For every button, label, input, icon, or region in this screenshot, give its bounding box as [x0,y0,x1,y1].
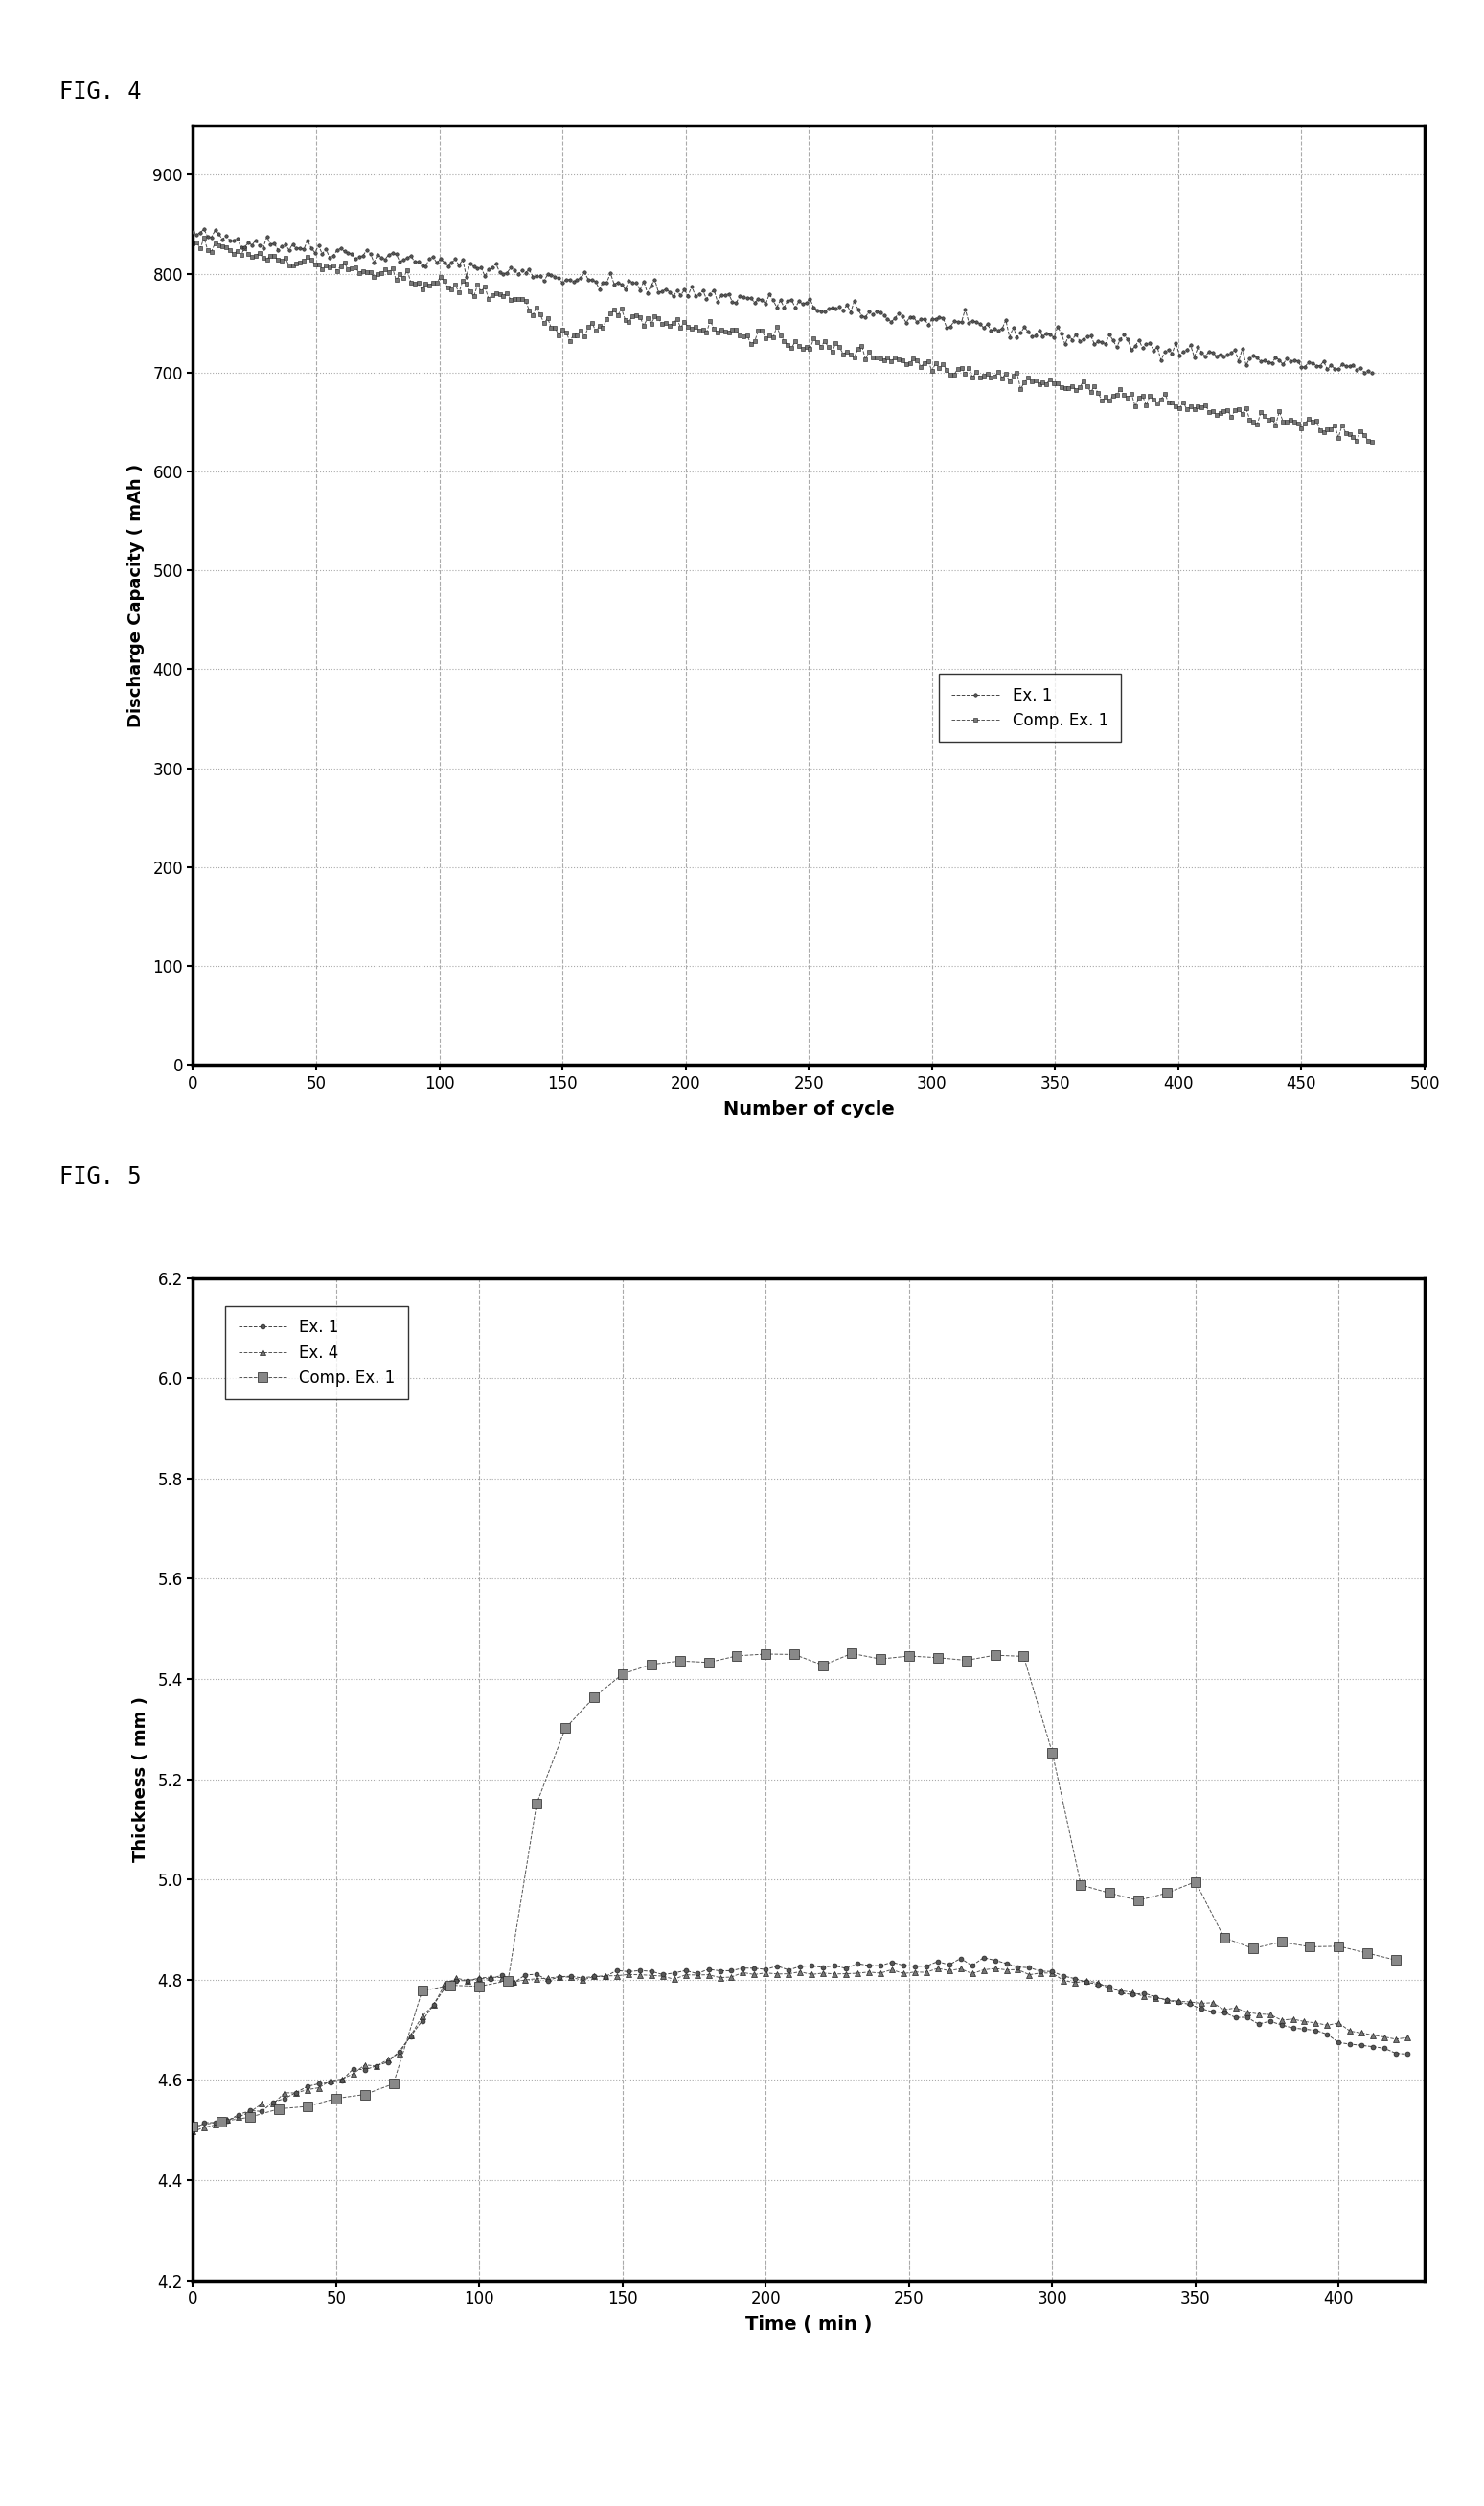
X-axis label: Time ( min ): Time ( min ) [745,2316,873,2333]
Ex. 4 [1398,2022,1416,2052]
Comp. Ex. 1 [528,1789,546,1819]
Legend: Ex. 1, Ex. 4, Comp. Ex. 1: Ex. 1, Ex. 4, Comp. Ex. 1 [226,1306,408,1398]
Comp. Ex. 1 [384,2070,402,2100]
Text: FIG. 4: FIG. 4 [59,80,141,103]
Comp. Ex. 1 [1020,363,1037,393]
Comp. Ex. 1 [212,2108,230,2138]
Ex. 1 [358,236,375,266]
Comp. Ex. 1 [499,1965,516,1995]
Comp. Ex. 1 [585,1682,603,1712]
Legend: Ex. 1, Comp. Ex. 1: Ex. 1, Comp. Ex. 1 [939,674,1120,742]
Ex. 1 [797,288,815,318]
Comp. Ex. 1 [843,1639,861,1669]
Comp. Ex. 1 [614,1659,632,1689]
Comp. Ex. 1 [957,1646,975,1677]
Comp. Ex. 1 [470,1972,488,2002]
Comp. Ex. 1 [1301,1932,1319,1962]
Ex. 4 [184,2118,202,2148]
Comp. Ex. 1 [184,228,202,258]
Comp. Ex. 1 [671,1646,689,1677]
Ex. 1 [1034,321,1052,351]
Comp. Ex. 1 [1156,378,1174,408]
Comp. Ex. 1 [699,1646,717,1677]
Comp. Ex. 1 [1101,1877,1119,1907]
Y-axis label: Thickness ( mm ): Thickness ( mm ) [132,1697,150,1862]
Comp. Ex. 1 [356,2080,374,2110]
Ex. 1 [194,216,212,246]
Comp. Ex. 1 [270,2095,288,2125]
Ex. 1 [1398,2040,1416,2070]
Comp. Ex. 1 [1358,1937,1376,1967]
Line: Ex. 1: Ex. 1 [191,228,1373,373]
Comp. Ex. 1 [901,1641,919,1672]
Comp. Ex. 1 [556,1714,574,1744]
Ex. 1 [551,1962,568,1992]
Ex. 1 [1020,316,1037,346]
Comp. Ex. 1 [729,1641,746,1672]
Comp. Ex. 1 [1043,1737,1061,1767]
Comp. Ex. 1 [358,258,375,288]
Text: FIG. 5: FIG. 5 [59,1165,141,1188]
Ex. 1 [184,2115,202,2145]
Ex. 1 [975,1942,993,1972]
Ex. 1 [1362,358,1380,388]
Line: Ex. 4: Ex. 4 [190,1965,1410,2135]
Comp. Ex. 1 [1362,426,1380,456]
Ex. 4 [929,1952,947,1982]
Comp. Ex. 1 [815,1651,833,1682]
Comp. Ex. 1 [413,1975,430,2005]
Ex. 1 [1156,336,1174,366]
Ex. 4 [1272,2005,1290,2035]
Comp. Ex. 1 [242,2103,260,2133]
Ex. 4 [1055,1965,1073,1995]
X-axis label: Number of cycle: Number of cycle [723,1100,895,1118]
Comp. Ex. 1 [1015,1641,1033,1672]
Y-axis label: Discharge Capacity ( mAh ): Discharge Capacity ( mAh ) [128,464,144,727]
Ex. 1 [1223,338,1241,368]
Comp. Ex. 1 [1223,401,1241,431]
Line: Comp. Ex. 1: Comp. Ex. 1 [188,1649,1401,2130]
Comp. Ex. 1 [328,2082,346,2113]
Comp. Ex. 1 [1158,1877,1175,1907]
Ex. 1 [1272,2010,1290,2040]
Comp. Ex. 1 [797,331,815,361]
Comp. Ex. 1 [1129,1885,1147,1915]
Ex. 1 [184,218,202,248]
Comp. Ex. 1 [194,223,212,253]
Comp. Ex. 1 [985,1639,1003,1669]
Comp. Ex. 1 [871,1644,889,1674]
Comp. Ex. 1 [442,1970,460,2000]
Comp. Ex. 1 [929,1641,947,1672]
Comp. Ex. 1 [1272,1927,1290,1957]
Ex. 4 [1112,1975,1129,2005]
Ex. 1 [1330,2027,1347,2057]
Ex. 1 [1112,1977,1129,2007]
Ex. 1 [1055,1962,1073,1992]
Ex. 1 [1169,1987,1187,2017]
Comp. Ex. 1 [1071,1869,1089,1900]
Comp. Ex. 1 [1187,1867,1205,1897]
Comp. Ex. 1 [298,2093,316,2123]
Comp. Ex. 1 [1244,1932,1261,1962]
Comp. Ex. 1 [1388,1945,1405,1975]
Line: Ex. 1: Ex. 1 [190,1955,1410,2133]
Comp. Ex. 1 [643,1649,660,1679]
Comp. Ex. 1 [1215,1922,1233,1952]
Comp. Ex. 1 [757,1639,775,1669]
Ex. 4 [551,1962,568,1992]
Comp. Ex. 1 [184,2113,202,2143]
Comp. Ex. 1 [1034,368,1052,398]
Comp. Ex. 1 [785,1639,803,1669]
Line: Comp. Ex. 1: Comp. Ex. 1 [191,236,1373,444]
Ex. 4 [1169,1987,1187,2017]
Comp. Ex. 1 [1330,1932,1347,1962]
Ex. 4 [1330,2007,1347,2037]
